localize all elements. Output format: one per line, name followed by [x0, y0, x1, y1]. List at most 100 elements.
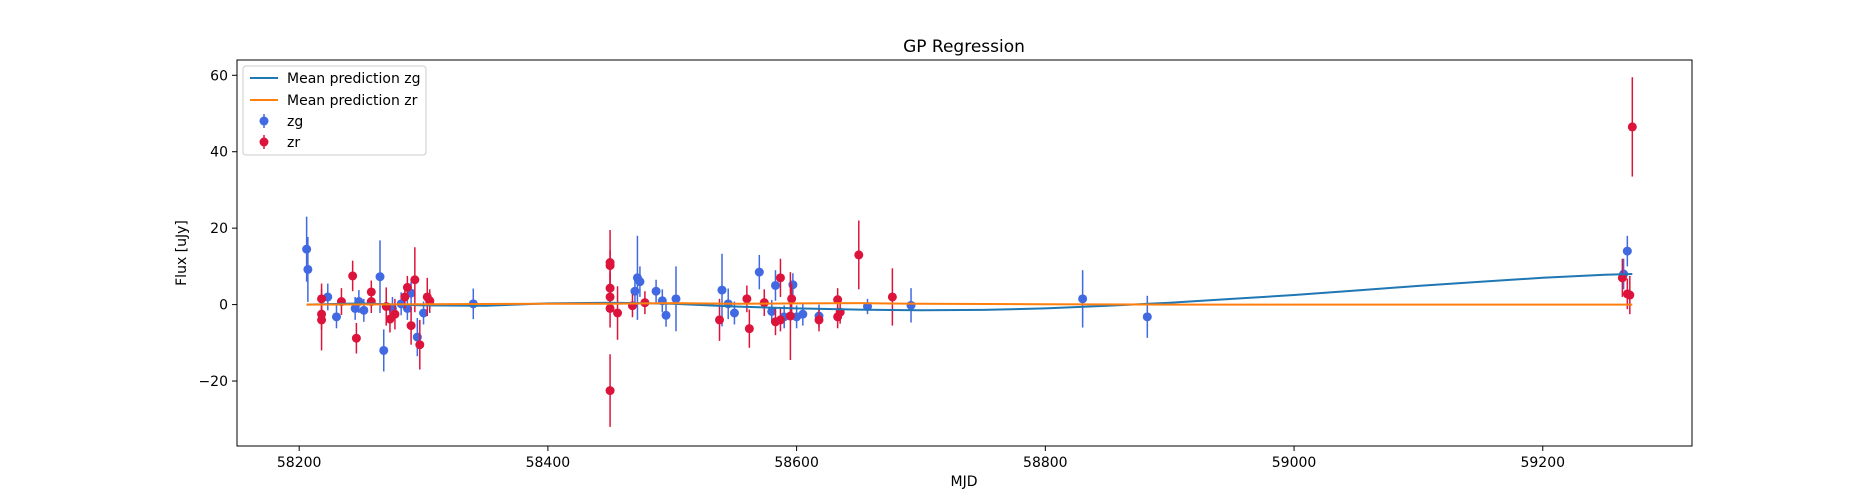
point-zr	[744, 309, 754, 348]
point-zr	[775, 308, 785, 332]
marker-zg	[906, 300, 916, 310]
marker-zg	[767, 306, 777, 316]
marker-zg	[661, 310, 671, 320]
x-tick-label: 58600	[774, 455, 819, 471]
point-zg	[661, 303, 671, 327]
marker-zr	[744, 324, 754, 334]
y-tick-label: −20	[198, 374, 228, 390]
series-lines	[306, 273, 1633, 312]
point-zr	[1625, 275, 1635, 315]
legend-label-zg-line: Mean prediction zg	[287, 71, 421, 87]
marker-zr	[605, 303, 615, 313]
marker-zg	[729, 308, 739, 318]
marker-zg	[671, 294, 681, 304]
x-tick-label: 58400	[526, 455, 571, 471]
marker-zr	[605, 386, 615, 396]
point-zr	[785, 272, 795, 361]
marker-zr	[1627, 122, 1637, 132]
y-tick-label: 40	[210, 145, 228, 161]
marker-zr	[605, 261, 615, 271]
x-axis: 58200 58400 58600 58800 59000 59200	[277, 446, 1565, 471]
x-tick-label: 59200	[1520, 455, 1565, 471]
marker-zg	[798, 309, 808, 319]
marker-zg	[379, 345, 389, 355]
marker-zg	[302, 244, 312, 254]
marker-zg	[359, 305, 369, 315]
legend-swatch-zg-marker	[259, 116, 269, 126]
marker-zr	[410, 275, 420, 285]
y-axis-label: Flux [uJy]	[174, 220, 190, 286]
x-tick-label: 59000	[1272, 455, 1317, 471]
marker-zg	[1142, 312, 1152, 322]
plot-area	[236, 59, 1693, 447]
point-zr	[1617, 258, 1627, 297]
point-zr	[415, 319, 425, 370]
series-points	[302, 77, 1637, 427]
marker-zr	[613, 308, 623, 318]
marker-zg	[754, 267, 764, 277]
point-zg	[754, 254, 764, 290]
marker-zg	[770, 280, 780, 290]
point-zr	[351, 322, 361, 354]
legend: Mean prediction zg Mean prediction zr zg…	[242, 65, 427, 156]
marker-zg	[717, 285, 727, 295]
marker-zr	[415, 340, 425, 350]
point-zr	[406, 306, 416, 345]
point-zg	[379, 329, 389, 372]
marker-zg	[331, 312, 341, 322]
legend-label-zr-line: Mean prediction zr	[287, 93, 418, 109]
point-zr	[605, 289, 615, 328]
marker-zr	[348, 271, 358, 281]
chart-title: GP Regression	[903, 37, 1025, 57]
marker-zr	[785, 311, 795, 321]
marker-zr	[887, 292, 897, 302]
legend-label-zg: zg	[287, 114, 303, 130]
point-zr	[425, 289, 435, 313]
point-zg	[717, 253, 727, 327]
marker-zg	[350, 303, 360, 313]
x-axis-label: MJD	[951, 474, 978, 490]
point-zg	[635, 266, 645, 297]
marker-zg	[651, 286, 661, 296]
point-zr	[775, 258, 785, 297]
y-tick-label: 0	[219, 298, 228, 314]
marker-zg	[1078, 294, 1088, 304]
point-zr	[410, 247, 420, 313]
marker-zr	[854, 250, 864, 260]
point-zg	[770, 270, 780, 301]
point-zr	[814, 308, 824, 332]
plot-frame	[236, 59, 1693, 447]
marker-zr	[1625, 290, 1635, 300]
marker-zg	[1622, 246, 1632, 256]
line-mean-prediction-zr	[306, 302, 1633, 306]
x-tick-label: 58200	[277, 455, 322, 471]
marker-zr	[1617, 273, 1627, 283]
point-zg	[331, 305, 341, 329]
point-zr	[854, 220, 864, 290]
marker-zr	[775, 273, 785, 283]
point-zg	[1078, 270, 1088, 328]
point-zr	[613, 286, 623, 340]
marker-zg	[419, 308, 429, 318]
point-zr	[887, 268, 897, 326]
point-zg	[303, 236, 313, 302]
legend-swatch-zr-marker	[259, 137, 269, 147]
point-zr	[402, 275, 412, 299]
marker-zr	[715, 315, 725, 325]
point-zg	[651, 279, 661, 303]
marker-zr	[775, 315, 785, 325]
point-zr	[1627, 77, 1637, 177]
marker-zr	[351, 333, 361, 343]
legend-box	[242, 65, 427, 156]
marker-zr	[390, 309, 400, 319]
legend-label-zr: zr	[287, 135, 300, 151]
point-zr	[348, 260, 358, 292]
point-zg	[798, 302, 808, 326]
x-tick-label: 58800	[1023, 455, 1068, 471]
marker-zr	[402, 282, 412, 292]
y-tick-label: 60	[210, 68, 228, 84]
point-zr	[605, 354, 615, 427]
marker-zg	[303, 264, 313, 274]
point-zg	[375, 240, 385, 314]
